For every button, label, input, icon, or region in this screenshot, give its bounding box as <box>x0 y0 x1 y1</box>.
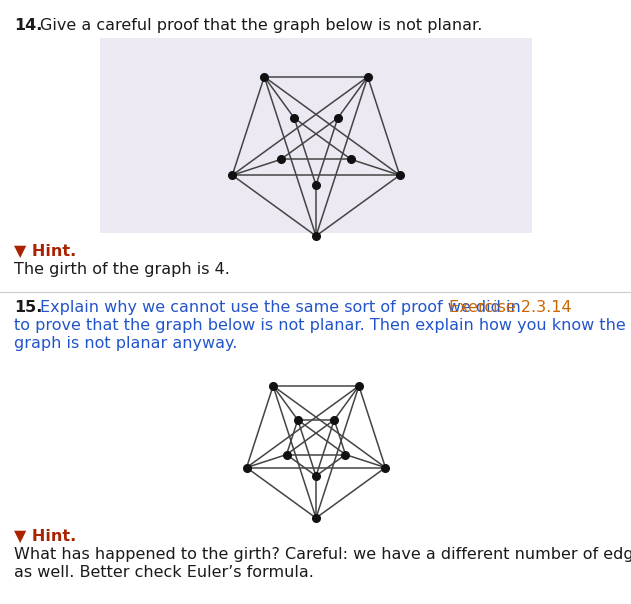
Text: Give a careful proof that the graph below is not planar.: Give a careful proof that the graph belo… <box>40 18 482 33</box>
Text: ▼ Hint.: ▼ Hint. <box>14 528 76 543</box>
Text: Exercise 2.3.14: Exercise 2.3.14 <box>449 300 572 315</box>
Text: What has happened to the girth? Careful: we have a different number of edges: What has happened to the girth? Careful:… <box>14 547 631 562</box>
Text: 14.: 14. <box>14 18 42 33</box>
Text: Explain why we cannot use the same sort of proof we did in: Explain why we cannot use the same sort … <box>40 300 526 315</box>
Text: as well. Better check Euler’s formula.: as well. Better check Euler’s formula. <box>14 565 314 580</box>
Text: ▼ Hint.: ▼ Hint. <box>14 243 76 258</box>
FancyBboxPatch shape <box>100 38 532 233</box>
Text: graph is not planar anyway.: graph is not planar anyway. <box>14 336 237 351</box>
Text: 15.: 15. <box>14 300 42 315</box>
Text: The girth of the graph is 4.: The girth of the graph is 4. <box>14 262 230 277</box>
Text: to prove that the graph below is not planar. Then explain how you know the: to prove that the graph below is not pla… <box>14 318 626 333</box>
